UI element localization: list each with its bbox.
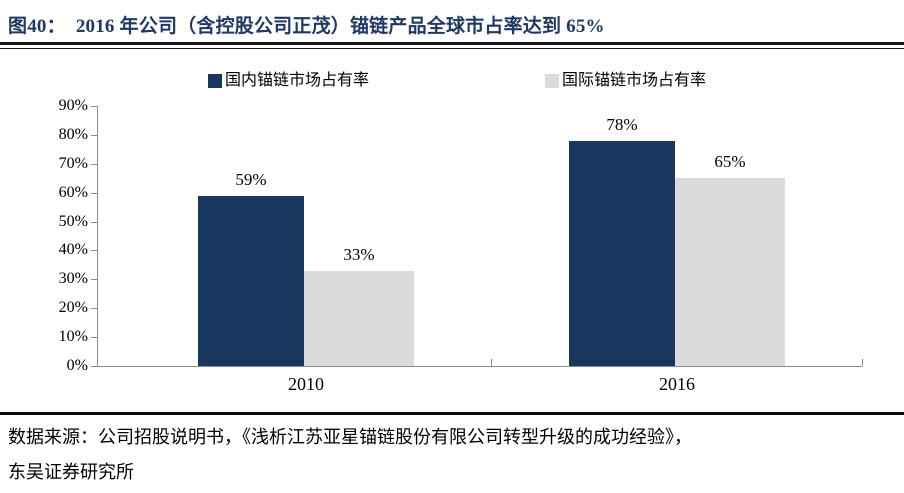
y-axis-tick-label: 80% — [58, 125, 88, 143]
figure-title-text: 2016 年公司（含控股公司正茂）锚链产品全球市占率达到 65% — [75, 16, 605, 37]
y-axis-tick-label: 10% — [58, 328, 88, 346]
x-axis-category-label-2016: 2016 — [659, 374, 695, 394]
y-axis-tick-label: 0% — [66, 357, 88, 374]
y-axis-tick-mark — [91, 106, 98, 107]
x-axis-line — [97, 366, 862, 367]
y-axis-tick-mark — [91, 222, 98, 223]
y-axis-tick-mark — [91, 366, 98, 367]
y-axis-line — [97, 106, 98, 366]
header-divider-thin — [0, 48, 904, 49]
legend-label-international: 国际锚链市场占有率 — [562, 72, 707, 89]
y-axis-tick-label: 90% — [58, 97, 88, 114]
y-axis-tick-label: 40% — [58, 241, 88, 259]
bar-domestic-2010 — [198, 195, 304, 366]
y-axis-tick-label: 50% — [58, 212, 88, 230]
y-axis-tick-mark — [91, 135, 98, 136]
y-axis-tick-label: 70% — [58, 154, 88, 172]
bar-group-2010: 59% 33% — [198, 106, 414, 366]
y-axis-tick-mark — [91, 193, 98, 194]
legend-item-domestic: 国内锚链市场占有率 — [208, 73, 369, 89]
figure-number-label: 图40： — [8, 16, 66, 37]
legend-swatch-domestic-icon — [208, 74, 222, 88]
footer-divider — [0, 412, 904, 415]
data-source-line-2: 东吴证券研究所 — [8, 462, 134, 482]
y-axis-tick-mark — [91, 308, 98, 309]
y-axis-tick-mark — [91, 337, 98, 338]
bar-domestic-2016 — [569, 140, 675, 366]
data-source-line-1: 数据来源：公司招股说明书，《浅析江苏亚星锚链股份有限公司转型升级的成功经验》， — [8, 427, 692, 447]
y-axis-tick-label: 30% — [58, 270, 88, 288]
legend-swatch-international-icon — [545, 74, 559, 88]
legend-item-international: 国际锚链市场占有率 — [545, 73, 706, 89]
bar-group-2016: 78% 65% — [569, 106, 785, 366]
x-axis-tick-mark — [491, 359, 492, 366]
x-axis-category-label-2010: 2010 — [288, 374, 324, 394]
value-label-international-2016: 65% — [714, 152, 746, 172]
x-axis-tick-mark — [862, 359, 863, 366]
figure-title: 图40： 2016 年公司（含控股公司正茂）锚链产品全球市占率达到 65% — [8, 11, 605, 38]
value-label-domestic-2010: 59% — [235, 169, 267, 189]
legend-label-domestic: 国内锚链市场占有率 — [225, 72, 370, 89]
y-axis-tick-mark — [91, 279, 98, 280]
y-axis-tick-label: 20% — [58, 299, 88, 317]
y-axis-tick-label: 60% — [58, 183, 88, 201]
bar-international-2010 — [304, 270, 414, 366]
y-axis-tick-mark — [91, 164, 98, 165]
value-label-international-2010: 33% — [343, 244, 375, 264]
value-label-domestic-2016: 78% — [606, 114, 638, 134]
bar-international-2016 — [675, 178, 785, 366]
y-axis-tick-mark — [91, 250, 98, 251]
header-divider-thick — [0, 42, 904, 45]
